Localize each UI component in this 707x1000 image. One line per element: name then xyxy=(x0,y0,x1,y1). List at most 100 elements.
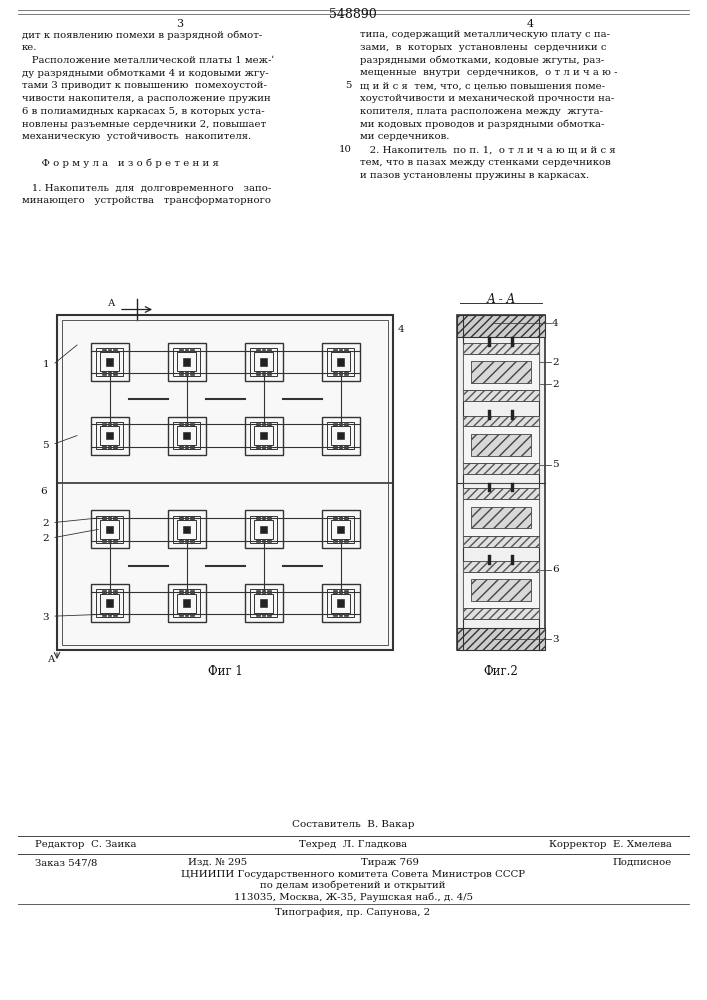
Text: щ и й с я  тем, что, с целью повышения поме-: щ и й с я тем, что, с целью повышения по… xyxy=(360,81,605,90)
Text: 1. Накопитель  для  долговременного   запо-: 1. Накопитель для долговременного запо- xyxy=(22,184,271,193)
Text: ми кодовых проводов и разрядными обмотка-: ми кодовых проводов и разрядными обмотка… xyxy=(360,120,604,129)
Bar xyxy=(179,371,182,375)
Bar xyxy=(337,599,344,607)
Bar xyxy=(190,539,194,542)
Text: 3: 3 xyxy=(42,613,49,622)
Bar xyxy=(96,422,123,449)
Text: ми сердечников.: ми сердечников. xyxy=(360,132,450,141)
Bar xyxy=(182,526,190,533)
Bar xyxy=(114,590,117,594)
Bar xyxy=(337,526,344,533)
Bar xyxy=(262,371,265,375)
Bar xyxy=(182,599,190,607)
Bar xyxy=(90,584,129,622)
Bar xyxy=(262,590,265,594)
Text: Составитель  В. Вакар: Составитель В. Вакар xyxy=(292,820,414,829)
Text: хоустойчивости и механической прочности на-: хоустойчивости и механической прочности … xyxy=(360,94,614,103)
Bar xyxy=(267,423,271,426)
Bar xyxy=(90,510,129,548)
Bar xyxy=(114,516,117,520)
Bar xyxy=(179,539,182,542)
Bar xyxy=(245,510,283,548)
Bar xyxy=(179,349,182,352)
Bar xyxy=(463,572,539,608)
Bar xyxy=(339,613,342,616)
Bar xyxy=(168,343,206,381)
Bar xyxy=(90,417,129,455)
Bar xyxy=(333,613,337,616)
Text: мещенные  внутри  сердечников,  о т л и ч а ю -: мещенные внутри сердечников, о т л и ч а… xyxy=(360,68,617,77)
Bar xyxy=(100,520,119,539)
Bar xyxy=(102,613,105,616)
Bar xyxy=(322,417,359,455)
Bar xyxy=(463,343,539,354)
Bar xyxy=(173,589,200,617)
Bar xyxy=(463,536,539,547)
Text: ЦНИИПИ Государственного комитета Совета Министров СССР: ЦНИИПИ Государственного комитета Совета … xyxy=(181,870,525,879)
Bar xyxy=(106,358,113,366)
Bar xyxy=(463,499,539,536)
Bar xyxy=(344,349,349,352)
Bar xyxy=(62,320,388,645)
Bar xyxy=(90,343,129,381)
Bar xyxy=(256,613,259,616)
Bar xyxy=(256,445,259,449)
Bar xyxy=(344,539,349,542)
Bar xyxy=(57,315,393,650)
Bar xyxy=(106,599,113,607)
Text: ке.: ке. xyxy=(22,43,37,52)
Text: чивости накопителя, а расположение пружин: чивости накопителя, а расположение пружи… xyxy=(22,94,271,103)
Text: Изд. № 295: Изд. № 295 xyxy=(189,858,247,867)
Text: 2: 2 xyxy=(42,534,49,543)
Bar xyxy=(256,539,259,542)
Bar xyxy=(185,371,188,375)
Text: 548890: 548890 xyxy=(329,8,377,21)
Bar xyxy=(250,589,277,617)
Bar xyxy=(190,371,194,375)
Bar xyxy=(259,358,267,366)
Bar xyxy=(471,579,532,601)
Bar xyxy=(190,349,194,352)
Bar xyxy=(182,432,190,439)
Bar xyxy=(511,483,514,492)
Bar xyxy=(102,371,105,375)
Bar xyxy=(322,343,359,381)
Bar xyxy=(107,613,112,616)
Bar xyxy=(259,432,267,439)
Bar xyxy=(96,589,123,617)
Text: Заказ 547/8: Заказ 547/8 xyxy=(35,858,98,867)
Bar xyxy=(185,539,188,542)
Bar xyxy=(179,423,182,426)
Bar xyxy=(339,423,342,426)
Bar xyxy=(245,417,283,455)
Bar xyxy=(106,432,113,439)
Bar xyxy=(327,422,354,449)
Bar xyxy=(107,590,112,594)
Bar xyxy=(185,590,188,594)
Bar xyxy=(262,445,265,449)
Bar xyxy=(344,371,349,375)
Bar xyxy=(333,349,337,352)
Bar xyxy=(168,417,206,455)
Text: ду разрядными обмотками 4 и кодовыми жгу-: ду разрядными обмотками 4 и кодовыми жгу… xyxy=(22,68,269,78)
Text: механическую  устойчивость  накопителя.: механическую устойчивость накопителя. xyxy=(22,132,251,141)
Bar xyxy=(114,423,117,426)
Bar xyxy=(331,426,350,445)
Text: Фиг 1: Фиг 1 xyxy=(208,665,243,678)
Text: тами 3 приводит к повышению  помехоустой-: тами 3 приводит к повышению помехоустой- xyxy=(22,81,267,90)
Bar xyxy=(190,516,194,520)
Bar xyxy=(185,516,188,520)
Bar xyxy=(267,590,271,594)
Bar xyxy=(339,445,342,449)
Bar xyxy=(463,608,539,619)
Bar xyxy=(107,371,112,375)
Text: Техред  Л. Гладкова: Техред Л. Гладкова xyxy=(299,840,407,849)
Text: 4: 4 xyxy=(552,318,559,328)
Bar xyxy=(107,539,112,542)
Text: А: А xyxy=(48,655,56,664)
Bar xyxy=(333,516,337,520)
Bar xyxy=(100,352,119,371)
Bar xyxy=(262,423,265,426)
Bar xyxy=(107,445,112,449)
Text: 4: 4 xyxy=(527,19,534,29)
